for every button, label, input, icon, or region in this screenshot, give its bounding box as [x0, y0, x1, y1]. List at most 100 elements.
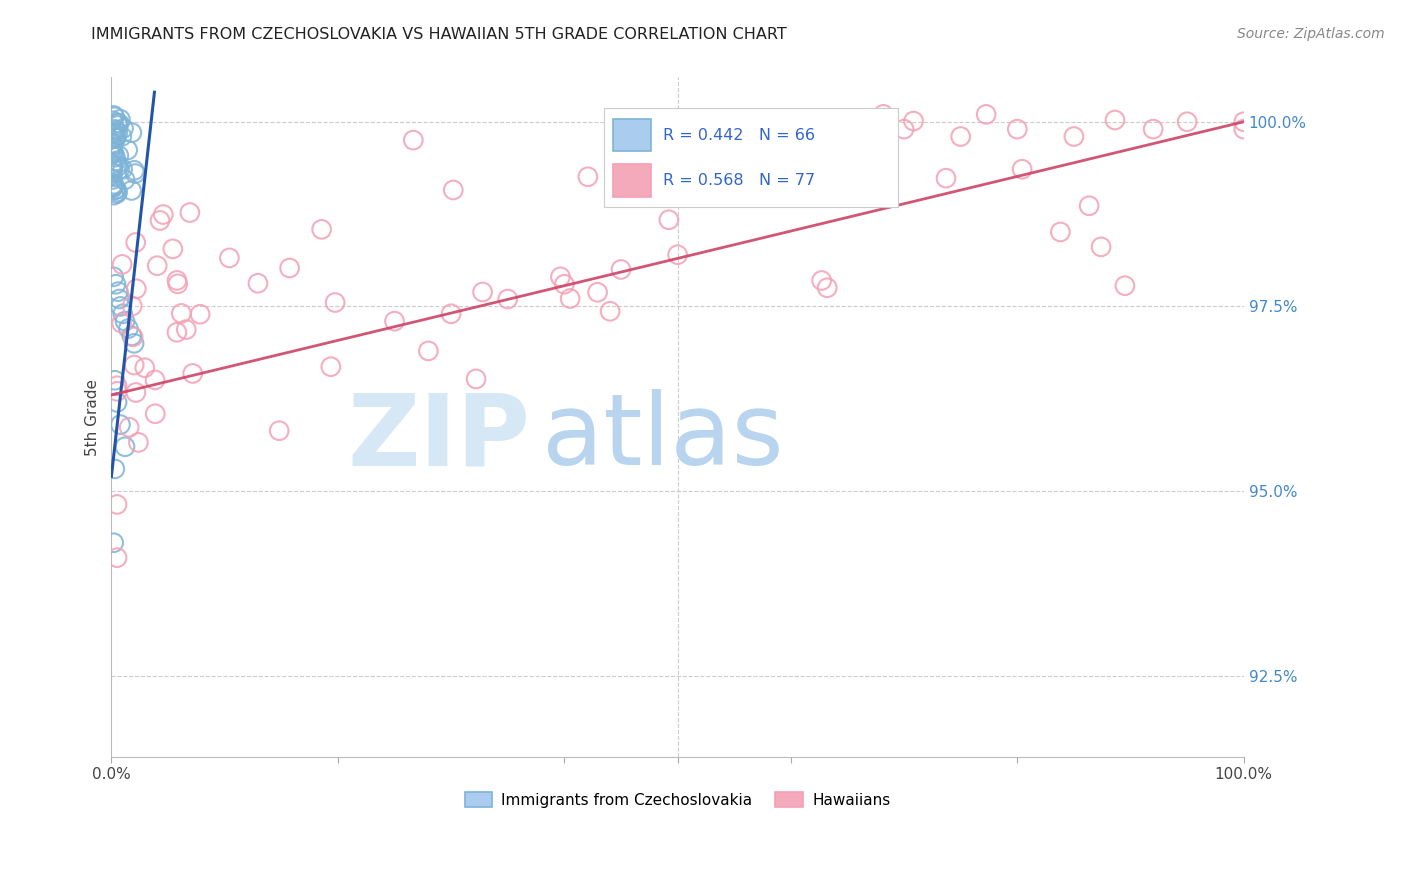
Point [146, 259, 169, 273]
Text: ZIP: ZIP [347, 389, 530, 486]
Point [101, 181, 124, 195]
Point [143, 373, 166, 387]
Point [107, 119, 129, 133]
Point [1090, 240, 1112, 254]
Point [319, 359, 342, 374]
Point [104, 462, 127, 476]
Point [110, 316, 132, 330]
Point [170, 306, 193, 320]
Point [105, 384, 128, 399]
Point [124, 163, 146, 178]
Point [105, 123, 128, 137]
Point [278, 260, 301, 275]
Point [974, 107, 997, 121]
Point [1175, 114, 1198, 128]
Point [103, 122, 125, 136]
Point [496, 292, 519, 306]
Point [323, 295, 346, 310]
Point [114, 440, 136, 454]
Point [112, 121, 135, 136]
Point [872, 107, 894, 121]
Point [121, 126, 143, 140]
Point [218, 251, 240, 265]
Point [149, 213, 172, 227]
Point [111, 257, 134, 271]
Point [121, 184, 143, 198]
Point [181, 367, 204, 381]
Point [105, 153, 128, 168]
Point [269, 424, 291, 438]
Point [101, 157, 124, 171]
Point [101, 140, 124, 154]
Point [1078, 199, 1101, 213]
Point [166, 273, 188, 287]
Point [103, 126, 125, 140]
Point [949, 129, 972, 144]
Point [122, 336, 145, 351]
Point [104, 150, 127, 164]
Point [110, 112, 132, 127]
Point [610, 262, 633, 277]
Point [122, 358, 145, 372]
Point [311, 222, 333, 236]
Point [101, 179, 124, 194]
Point [105, 378, 128, 392]
Point [111, 307, 134, 321]
Point [162, 242, 184, 256]
Point [124, 167, 146, 181]
Point [1011, 162, 1033, 177]
Point [103, 108, 125, 122]
Point [1063, 129, 1085, 144]
Point [118, 420, 141, 434]
Point [101, 126, 124, 140]
Point [103, 269, 125, 284]
Point [101, 161, 124, 176]
Point [101, 113, 124, 128]
Point [121, 299, 143, 313]
Point [1233, 114, 1256, 128]
Point [440, 307, 463, 321]
Point [111, 162, 134, 177]
Point [553, 277, 575, 292]
Point [844, 178, 866, 192]
Point [104, 277, 127, 292]
Point [105, 550, 128, 565]
Point [103, 177, 125, 191]
Point [101, 138, 124, 153]
Point [166, 326, 188, 340]
Point [103, 535, 125, 549]
Point [111, 129, 134, 144]
Point [246, 277, 269, 291]
Point [105, 395, 128, 409]
Text: atlas: atlas [541, 389, 783, 486]
Point [143, 407, 166, 421]
Point [122, 330, 145, 344]
Point [779, 152, 801, 166]
Point [101, 172, 124, 186]
Point [103, 146, 125, 161]
Point [105, 130, 128, 145]
Point [586, 285, 609, 300]
Point [101, 166, 124, 180]
Y-axis label: 5th Grade: 5th Grade [86, 379, 100, 456]
Point [103, 129, 125, 144]
Point [384, 314, 406, 328]
Point [125, 235, 148, 250]
Point [1233, 122, 1256, 136]
Text: IMMIGRANTS FROM CZECHOSLOVAKIA VS HAWAIIAN 5TH GRADE CORRELATION CHART: IMMIGRANTS FROM CZECHOSLOVAKIA VS HAWAII… [91, 27, 787, 42]
Point [166, 277, 188, 291]
Point [107, 148, 129, 162]
Point [893, 122, 915, 136]
Point [105, 498, 128, 512]
Point [465, 372, 488, 386]
Point [110, 417, 132, 432]
Point [101, 178, 124, 193]
Point [125, 282, 148, 296]
Point [903, 114, 925, 128]
Point [107, 160, 129, 174]
Point [441, 183, 464, 197]
Point [134, 360, 156, 375]
Point [105, 186, 128, 201]
Point [107, 126, 129, 140]
Point [576, 169, 599, 184]
